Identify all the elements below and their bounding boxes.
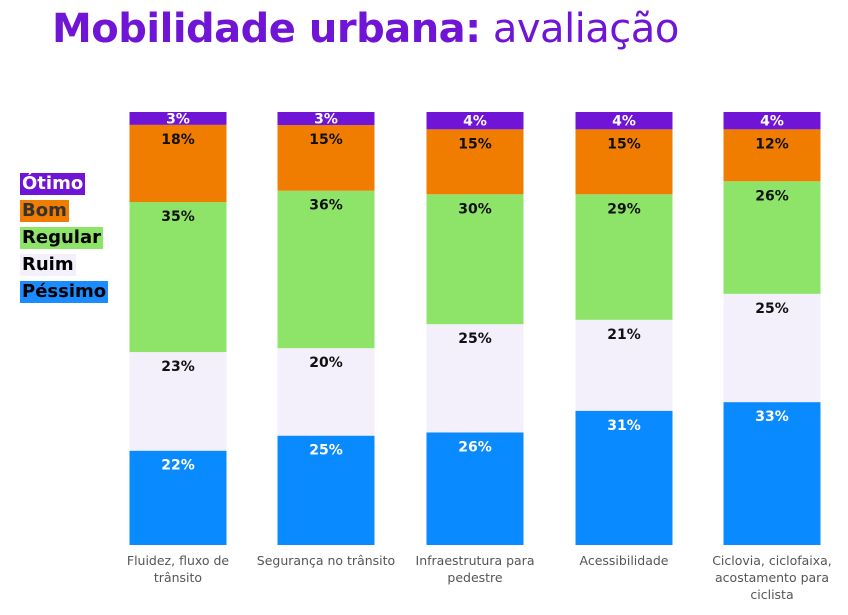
data-label-otimo-5: 4% xyxy=(760,114,784,130)
bar-segment-regular-3 xyxy=(426,194,524,325)
category-label-3: Infraestrutura para xyxy=(416,553,535,568)
legend-item-regular: Regular xyxy=(20,224,108,251)
data-label-ruim-5: 25% xyxy=(755,301,789,317)
category-label-4: Acessibilidade xyxy=(580,553,669,568)
category-label-1: trânsito xyxy=(154,570,202,585)
category-label-1: Fluidez, fluxo de xyxy=(127,553,230,568)
category-label-2: Segurança no trânsito xyxy=(257,553,395,568)
legend-label-regular: Regular xyxy=(20,227,103,249)
data-label-regular-1: 35% xyxy=(161,209,195,225)
bar-segment-pessimo-1 xyxy=(129,450,227,545)
data-label-bom-3: 15% xyxy=(458,136,492,152)
legend-label-pessimo: Péssimo xyxy=(20,281,109,303)
bar-segment-bom-4 xyxy=(575,129,673,195)
legend-item-otimo: Ótimo xyxy=(20,170,108,197)
legend-item-bom: Bom xyxy=(20,197,108,224)
data-label-otimo-4: 4% xyxy=(612,114,636,130)
bar-segment-regular-1 xyxy=(129,202,227,353)
title-light: avaliação xyxy=(492,6,679,52)
category-label-3: pedestre xyxy=(447,570,503,585)
category-label-5: ciclista xyxy=(750,587,793,602)
bar-segment-ruim-1 xyxy=(129,352,227,451)
legend: Ótimo Bom Regular Ruim Péssimo xyxy=(20,170,109,305)
bar-segment-ruim-2 xyxy=(277,348,375,436)
chart-title: Mobilidade urbana: avaliação xyxy=(52,6,679,52)
bar-segment-ruim-5 xyxy=(723,293,821,403)
data-label-regular-5: 26% xyxy=(755,188,789,204)
bar-segment-regular-5 xyxy=(723,181,821,294)
data-label-otimo-3: 4% xyxy=(463,114,487,130)
data-label-ruim-1: 23% xyxy=(161,359,195,375)
data-label-pessimo-5: 33% xyxy=(755,409,789,425)
data-label-ruim-2: 20% xyxy=(309,355,343,371)
data-label-otimo-2: 3% xyxy=(314,112,338,128)
bar-segment-bom-2 xyxy=(277,125,375,191)
category-label-5: Ciclovia, ciclofaixa, xyxy=(712,553,832,568)
data-label-ruim-4: 21% xyxy=(607,327,641,343)
bar-segment-ruim-3 xyxy=(426,324,524,433)
data-label-bom-2: 15% xyxy=(309,132,343,148)
data-label-pessimo-4: 31% xyxy=(607,418,641,434)
legend-item-pessimo: Péssimo xyxy=(20,278,109,305)
category-label-5: acostamento para xyxy=(715,570,829,585)
data-label-pessimo-1: 22% xyxy=(161,458,195,474)
legend-item-ruim: Ruim xyxy=(20,251,108,278)
legend-label-otimo: Ótimo xyxy=(20,173,86,195)
bar-segment-regular-4 xyxy=(575,194,673,320)
title-bold: Mobilidade urbana: xyxy=(52,6,481,52)
data-label-bom-4: 15% xyxy=(607,136,641,152)
data-label-ruim-3: 25% xyxy=(458,331,492,347)
data-label-regular-3: 30% xyxy=(458,201,492,217)
data-label-pessimo-2: 25% xyxy=(309,443,343,459)
data-label-regular-2: 36% xyxy=(309,198,343,214)
data-label-otimo-1: 3% xyxy=(166,111,190,127)
bar-segment-otimo-2 xyxy=(277,112,375,126)
data-label-bom-1: 18% xyxy=(161,132,195,148)
bar-segment-bom-5 xyxy=(723,129,821,182)
data-label-bom-5: 12% xyxy=(755,136,789,152)
bar-segment-pessimo-5 xyxy=(723,402,821,545)
bar-segment-bom-3 xyxy=(426,129,524,195)
bar-segment-regular-2 xyxy=(277,190,375,349)
legend-label-bom: Bom xyxy=(20,200,69,222)
legend-label-ruim: Ruim xyxy=(20,254,76,276)
bar-segment-pessimo-3 xyxy=(426,432,524,545)
bar-segment-otimo-1 xyxy=(129,112,227,125)
data-label-regular-4: 29% xyxy=(607,201,641,217)
bar-segment-pessimo-4 xyxy=(575,410,673,545)
bar-segment-ruim-4 xyxy=(575,319,673,411)
bar-segment-otimo-4 xyxy=(575,112,673,130)
bar-segment-pessimo-2 xyxy=(277,435,375,545)
bar-segment-bom-1 xyxy=(129,124,227,203)
bar-segment-otimo-5 xyxy=(723,112,821,130)
bar-segment-otimo-3 xyxy=(426,112,524,130)
data-label-pessimo-3: 26% xyxy=(458,439,492,455)
